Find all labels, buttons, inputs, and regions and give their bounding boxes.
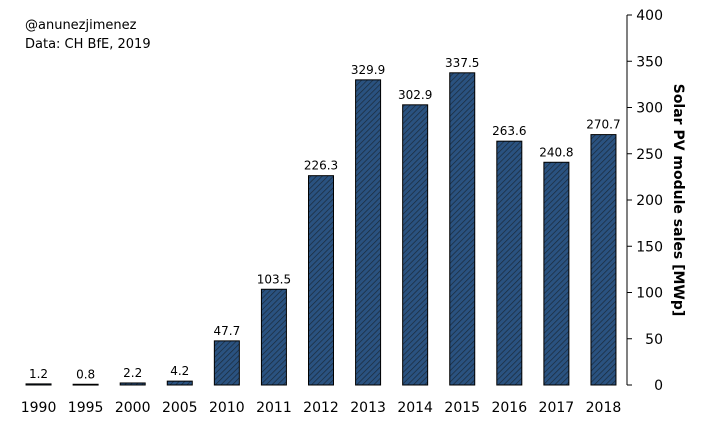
data-label-2018: 270.7 [586, 118, 620, 132]
data-label-2017: 240.8 [539, 145, 573, 159]
x-tick-2014: 2014 [397, 400, 433, 416]
y-tick-400: 400 [636, 8, 663, 24]
data-labels-group: 1.2 0.8 2.2 4.2 47.7 103.5 226.3 329.9 302.9 337.… [29, 56, 621, 381]
bar-2012 [308, 175, 334, 386]
y-axis: 0 50 100 150 200 250 300 350 400 [626, 8, 663, 394]
data-label-2005: 4.2 [170, 364, 189, 378]
bar-2018 [590, 134, 617, 386]
x-tick-1990: 1990 [21, 400, 57, 416]
x-tick-2013: 2013 [350, 400, 386, 416]
bar-2017 [543, 161, 570, 386]
x-tick-2011: 2011 [256, 400, 292, 416]
x-tick-2000: 2000 [115, 400, 151, 416]
x-tick-2012: 2012 [303, 400, 339, 416]
author-annotation: @anunezjimenez [25, 18, 137, 33]
bar-1990 [25, 383, 52, 386]
bar-1995 [72, 383, 99, 386]
bar-2014 [402, 104, 429, 386]
bar-2015 [449, 72, 476, 386]
data-label-2016: 263.6 [492, 124, 526, 138]
data-label-2015: 337.5 [445, 56, 479, 70]
y-axis-label: Solar PV module sales [MWp] [670, 84, 686, 317]
x-tick-2017: 2017 [539, 400, 575, 416]
x-tick-2015: 2015 [444, 400, 480, 416]
bar-2010 [213, 340, 240, 386]
y-tick-0: 0 [654, 378, 663, 394]
data-label-1990: 1.2 [29, 367, 48, 381]
y-tick-50: 50 [645, 332, 663, 348]
x-tick-2016: 2016 [491, 400, 527, 416]
bar-2016 [496, 140, 523, 386]
y-tick-100: 100 [636, 286, 663, 302]
data-label-2014: 302.9 [398, 88, 432, 102]
bars-group [25, 72, 617, 386]
x-tick-labels: 1990 1995 2000 2005 2010 2011 2012 2013 2014 2015… [21, 400, 622, 416]
data-label-1995: 0.8 [76, 367, 95, 381]
data-label-2010: 47.7 [213, 324, 240, 338]
data-label-2011: 103.5 [257, 272, 291, 286]
x-tick-1995: 1995 [68, 400, 104, 416]
x-tick-2005: 2005 [162, 400, 198, 416]
data-label-2000: 2.2 [123, 366, 142, 380]
source-annotation: Data: CH BfE, 2019 [25, 37, 151, 52]
y-tick-250: 250 [636, 147, 663, 163]
bar-2013 [355, 79, 382, 386]
data-label-2013: 329.9 [351, 63, 385, 77]
bar-2011 [260, 288, 287, 386]
y-tick-300: 300 [636, 101, 663, 117]
y-tick-350: 350 [636, 54, 663, 70]
x-tick-2010: 2010 [209, 400, 245, 416]
data-label-2012: 226.3 [304, 159, 338, 173]
bar-2000 [119, 382, 146, 386]
y-tick-150: 150 [636, 239, 663, 255]
y-tick-200: 200 [636, 193, 663, 209]
x-tick-2018: 2018 [586, 400, 622, 416]
bar-2005 [166, 380, 193, 386]
